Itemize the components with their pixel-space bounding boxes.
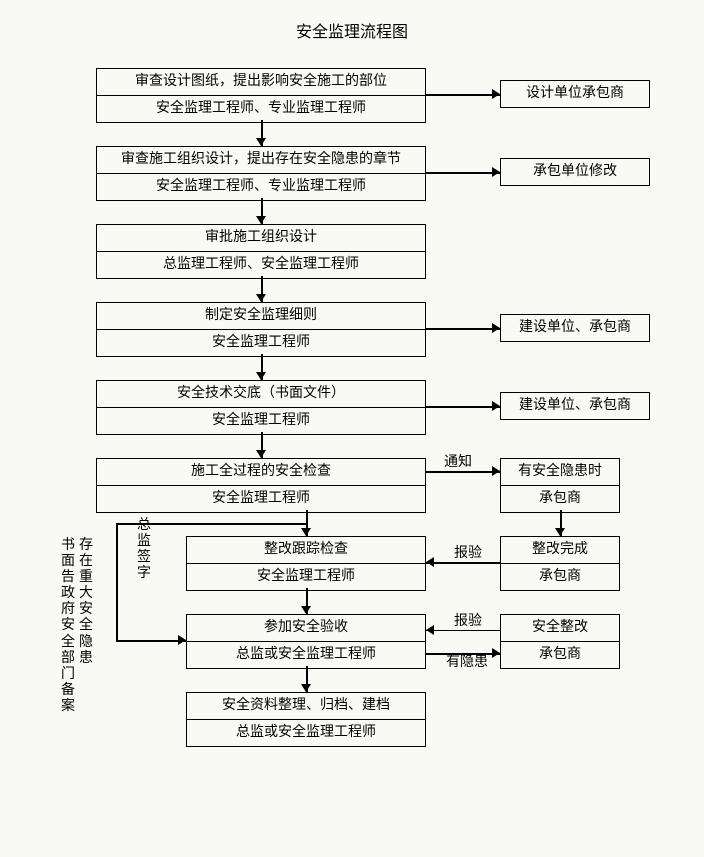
- side-text: 设计单位承包商: [501, 81, 649, 107]
- side-text: 承包单位修改: [501, 159, 649, 185]
- node-top: 参加安全验收: [187, 615, 425, 641]
- node-top: 安全技术交底（书面文件）: [97, 381, 425, 407]
- node-bot: 总监理工程师、安全监理工程师: [97, 251, 425, 278]
- node-bot: 安全监理工程师、专业监理工程师: [97, 95, 425, 122]
- edge-label-baoy2: 报验: [454, 610, 482, 630]
- side-bot: 承包商: [501, 641, 619, 668]
- side-bot: 承包商: [501, 485, 619, 512]
- side-text: 建设单位、承包商: [501, 315, 649, 341]
- sidenote-col1: 存在重大安全隐患: [78, 538, 94, 667]
- node-top: 审批施工组织设计: [97, 225, 425, 251]
- node-set-rules: 制定安全监理细则 安全监理工程师: [96, 302, 426, 357]
- node-bot: 总监或安全监理工程师: [187, 719, 425, 746]
- node-top: 制定安全监理细则: [97, 303, 425, 329]
- node-top: 施工全过程的安全检查: [97, 459, 425, 485]
- node-bot: 安全监理工程师: [97, 407, 425, 434]
- side-bot: 承包商: [501, 563, 619, 590]
- node-archive: 安全资料整理、归档、建档 总监或安全监理工程师: [186, 692, 426, 747]
- node-rectify-track: 整改跟踪检查 安全监理工程师: [186, 536, 426, 591]
- node-acceptance: 参加安全验收 总监或安全监理工程师: [186, 614, 426, 669]
- side-top: 有安全隐患时: [501, 459, 619, 485]
- edge-label-baoy1: 报验: [454, 542, 482, 562]
- side-safety-rectify: 安全整改 承包商: [500, 614, 620, 669]
- side-design-contractor: 设计单位承包商: [500, 80, 650, 108]
- side-owner-contractor-2: 建设单位、承包商: [500, 392, 650, 420]
- side-contractor-modify: 承包单位修改: [500, 158, 650, 186]
- edge-label-notify: 通知: [444, 451, 472, 471]
- node-review-drawings: 审查设计图纸，提出影响安全施工的部位 安全监理工程师、专业监理工程师: [96, 68, 426, 123]
- page-title: 安全监理流程图: [0, 18, 704, 42]
- side-top: 安全整改: [501, 615, 619, 641]
- node-top: 安全资料整理、归档、建档: [187, 693, 425, 719]
- node-bot: 安全监理工程师: [187, 563, 425, 590]
- sidenote-col3: 书面告政府安全部门备案: [60, 538, 76, 715]
- node-tech-briefing: 安全技术交底（书面文件） 安全监理工程师: [96, 380, 426, 435]
- node-top: 审查施工组织设计，提出存在安全隐患的章节: [97, 147, 425, 173]
- node-bot: 总监或安全监理工程师: [187, 641, 425, 668]
- side-owner-contractor-1: 建设单位、承包商: [500, 314, 650, 342]
- node-top: 整改跟踪检查: [187, 537, 425, 563]
- side-rectify-done: 整改完成 承包商: [500, 536, 620, 591]
- node-full-inspection: 施工全过程的安全检查 安全监理工程师: [96, 458, 426, 513]
- node-bot: 安全监理工程师: [97, 329, 425, 356]
- node-review-org-design: 审查施工组织设计，提出存在安全隐患的章节 安全监理工程师、专业监理工程师: [96, 146, 426, 201]
- side-text: 建设单位、承包商: [501, 393, 649, 419]
- side-top: 整改完成: [501, 537, 619, 563]
- sidenote-col2: 总监签字: [136, 518, 152, 582]
- node-top: 审查设计图纸，提出影响安全施工的部位: [97, 69, 425, 95]
- node-bot: 安全监理工程师、专业监理工程师: [97, 173, 425, 200]
- side-hazard-found: 有安全隐患时 承包商: [500, 458, 620, 513]
- node-approve-org-design: 审批施工组织设计 总监理工程师、安全监理工程师: [96, 224, 426, 279]
- node-bot: 安全监理工程师: [97, 485, 425, 512]
